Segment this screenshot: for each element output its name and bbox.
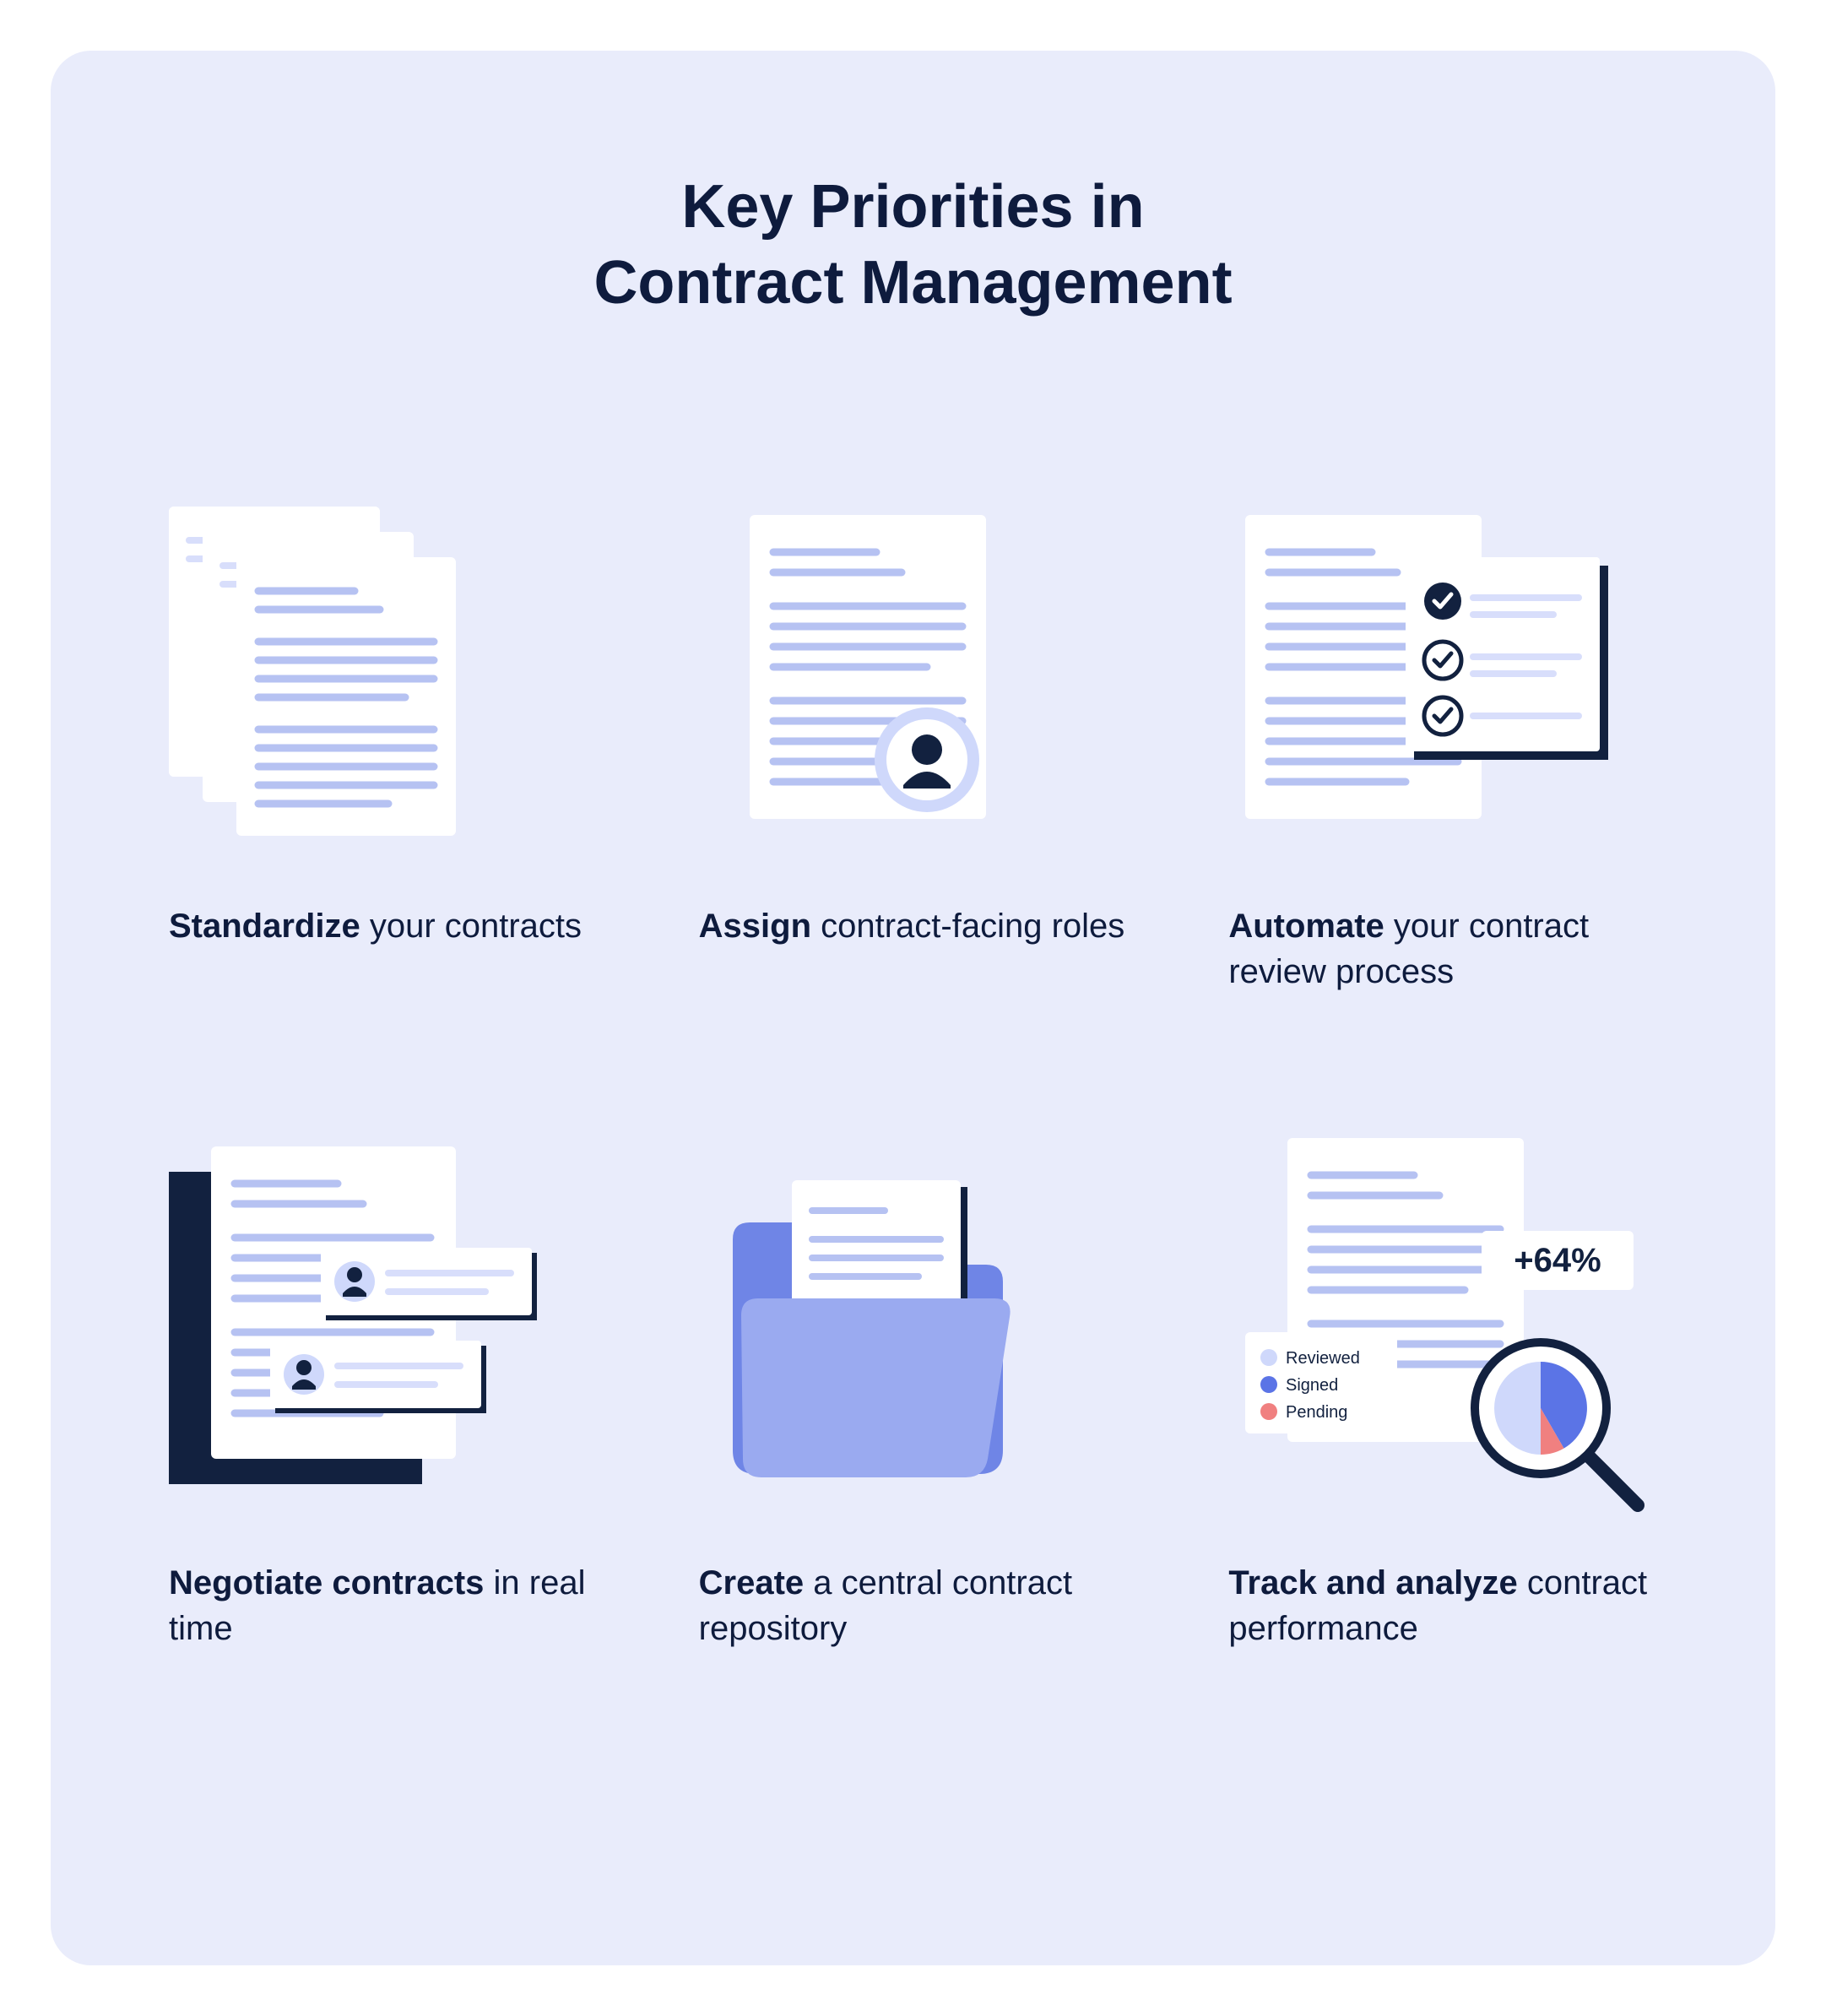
- comment-chip-icon: [321, 1248, 537, 1320]
- item-automate: Automate your contract review process: [1228, 490, 1657, 994]
- item-negotiate: Negotiate contracts in real time: [169, 1146, 598, 1651]
- caption-bold: Automate: [1228, 908, 1384, 945]
- automate-icon: [1228, 490, 1657, 844]
- item-track: +64% Reviewed Signed Pending: [1228, 1146, 1657, 1651]
- legend-label: Pending: [1286, 1403, 1347, 1422]
- folder-icon: [699, 1146, 1128, 1501]
- item-standardize: Standardize your contracts: [169, 490, 598, 994]
- badge-text: +64%: [1514, 1242, 1601, 1279]
- create-caption: Create a central contract repository: [699, 1560, 1128, 1651]
- page-title: Key Priorities in Contract Management: [169, 169, 1657, 321]
- avatar-icon: [875, 707, 979, 812]
- checkmark-icon: [1424, 583, 1461, 620]
- track-caption: Track and analyze contract performance: [1228, 1560, 1657, 1651]
- magnifier-pie-icon: [1475, 1342, 1638, 1505]
- negotiate-caption: Negotiate contracts in real time: [169, 1560, 598, 1651]
- item-assign: Assign contract-facing roles: [699, 490, 1128, 994]
- standardize-caption: Standardize your contracts: [169, 903, 598, 949]
- caption-rest: your contracts: [360, 908, 582, 945]
- title-line-1: Key Priorities in: [681, 173, 1144, 241]
- caption-bold: Assign: [699, 908, 811, 945]
- assign-caption: Assign contract-facing roles: [699, 903, 1128, 949]
- negotiate-icon: [169, 1146, 598, 1501]
- item-create: Create a central contract repository: [699, 1146, 1128, 1651]
- automate-caption: Automate your contract review process: [1228, 903, 1657, 994]
- caption-bold: Create: [699, 1564, 805, 1601]
- caption-bold: Standardize: [169, 908, 360, 945]
- stat-badge: +64%: [1482, 1231, 1634, 1290]
- legend-label: Signed: [1286, 1376, 1338, 1395]
- priorities-grid: Standardize your contracts: [169, 490, 1657, 1651]
- title-line-2: Contract Management: [593, 249, 1232, 317]
- infographic-card: Key Priorities in Contract Management: [51, 51, 1775, 1965]
- pie-legend: Reviewed Signed Pending: [1245, 1332, 1397, 1433]
- caption-bold: Negotiate contracts: [169, 1564, 484, 1601]
- caption-bold: Track and analyze: [1228, 1564, 1517, 1601]
- caption-rest: contract-facing roles: [811, 908, 1124, 945]
- assign-icon: [699, 490, 1128, 844]
- legend-label: Reviewed: [1286, 1349, 1360, 1368]
- comment-chip-icon: [270, 1341, 486, 1413]
- track-icon: +64% Reviewed Signed Pending: [1228, 1146, 1657, 1501]
- standardize-icon: [169, 490, 598, 844]
